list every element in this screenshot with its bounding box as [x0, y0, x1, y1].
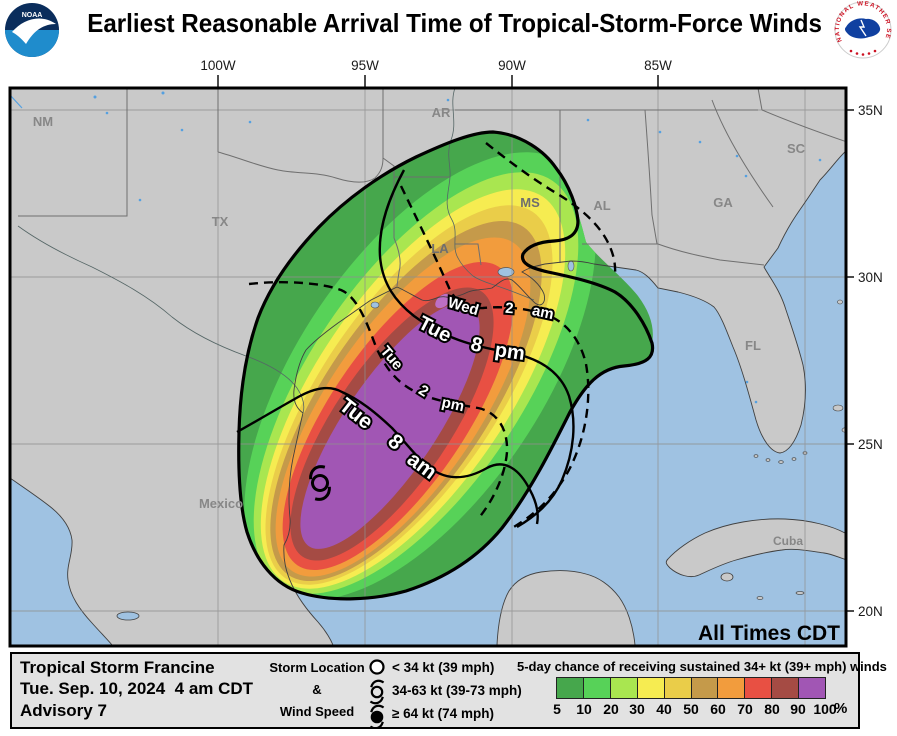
colorbar-unit: %	[834, 700, 848, 717]
state-label-ms: MS	[520, 195, 540, 210]
wind-speed-symbols	[369, 659, 385, 728]
tropical-storm-icon	[369, 679, 385, 705]
advisory-number: Advisory 7	[20, 701, 107, 720]
colorbar-tick: 50	[683, 701, 699, 717]
symbol-label-34-63: 34-63 kt (39-73 mph)	[392, 683, 522, 698]
state-label-tx: TX	[212, 214, 229, 229]
advisory-datetime: Tue. Sep. 10, 2024 4 am CDT	[20, 679, 254, 698]
disturbance-icon	[369, 659, 385, 675]
colorbar-tick: 5	[553, 701, 561, 717]
state-label-ga: GA	[713, 195, 733, 210]
svg-text:NATIONAL WEATHER SERVICE: NATIONAL WEATHER SERVICE	[0, 0, 892, 43]
state-borders	[18, 88, 846, 287]
lon-label: 85W	[644, 58, 672, 73]
arrival-word: pm	[493, 339, 526, 365]
symbol-heading-3: Wind Speed	[279, 704, 355, 719]
hurricane-icon	[369, 704, 385, 728]
nws-logo: NATIONAL WEATHER SERVICE	[0, 0, 892, 59]
lat-label: 30N	[858, 270, 883, 285]
lake-pontchartrain	[497, 267, 515, 277]
colorbar-seg	[582, 678, 610, 698]
isla-juventud	[720, 572, 734, 582]
isochrone-tue-2pm	[248, 281, 509, 520]
legend-panel: Tropical Storm Francine Tue. Sep. 10, 20…	[10, 652, 887, 729]
state-label-la: LA	[431, 241, 449, 256]
lat-label: 20N	[858, 604, 883, 619]
state-label-al: AL	[593, 198, 610, 213]
storm-name: Tropical Storm Francine	[20, 658, 215, 677]
colorbar-seg	[636, 678, 664, 698]
coastal-lagoon	[116, 611, 140, 621]
colorbar-tick: 90	[790, 701, 806, 717]
land-cuba	[665, 518, 846, 578]
land-north-america	[10, 88, 846, 645]
lon-label: 90W	[498, 58, 526, 73]
axis-labels: 100W 95W 90W 85W 35N 30N 25N 20N	[200, 58, 882, 619]
small-lakes	[93, 91, 822, 404]
river-nm	[10, 94, 23, 109]
colorbar-tick: 20	[603, 701, 619, 717]
probability-colorbar	[556, 677, 826, 699]
colorbar-seg	[609, 678, 637, 698]
arrival-word: 2	[505, 300, 515, 318]
symbol-heading-1: Storm Location	[269, 660, 365, 675]
colorbar-tick: 80	[764, 701, 780, 717]
colorbar-seg	[717, 678, 745, 698]
land-yucatan	[496, 570, 636, 646]
colorbar-tick: 70	[737, 701, 753, 717]
symbol-label-lt34: < 34 kt (39 mph)	[392, 660, 495, 675]
symbol-heading-2: &	[312, 682, 322, 697]
place-label-cuba: Cuba	[773, 534, 803, 548]
nws-ring-text: NATIONAL WEATHER SERVICE	[0, 0, 891, 43]
colorbar-seg	[771, 678, 799, 698]
colorbar-seg	[557, 678, 583, 698]
colorbar-seg	[690, 678, 718, 698]
colorbar-seg	[798, 678, 826, 698]
colorbar-tick: 40	[656, 701, 672, 717]
state-label-ar: AR	[432, 105, 451, 120]
colorbar-seg	[663, 678, 691, 698]
lon-label: 100W	[200, 58, 236, 73]
lat-label: 25N	[858, 437, 883, 452]
state-labels: NM TX AR LA MS AL GA SC FL Mexico Cuba	[33, 105, 806, 548]
noaa-logo: NOAA	[5, 3, 59, 57]
isochrone-tue-8am	[236, 386, 539, 525]
galveston-bay	[370, 301, 380, 309]
axis-ticks	[217, 75, 854, 612]
colorbar-tick: 30	[629, 701, 645, 717]
place-label-mexico: Mexico	[199, 496, 243, 511]
page-title: Earliest Reasonable Arrival Time of Trop…	[87, 8, 822, 38]
swath-outer-boundary	[237, 130, 655, 601]
scale-title: 5-day chance of receiving sustained 34+ …	[517, 659, 887, 674]
coastline	[283, 150, 846, 646]
lat-label: 35N	[858, 103, 883, 118]
mobile-bay	[567, 260, 575, 272]
all-times-note: All Times CDT	[698, 622, 840, 645]
isochrone-wed-2am	[399, 185, 590, 530]
arrival-isochrones	[236, 142, 617, 530]
colorbar-tick: 10	[576, 701, 592, 717]
lon-label: 95W	[351, 58, 379, 73]
symbol-label-ge64: ≥ 64 kt (74 mph)	[392, 706, 494, 721]
state-label-nm: NM	[33, 114, 53, 129]
colorbar-seg	[744, 678, 772, 698]
state-label-sc: SC	[787, 141, 806, 156]
noaa-logo-text: NOAA	[22, 12, 43, 19]
map-frame	[8, 86, 848, 648]
isochrone-unlabeled	[485, 142, 617, 275]
pacific-ocean	[10, 477, 113, 646]
colorbar-tick: 60	[710, 701, 726, 717]
state-label-fl: FL	[745, 338, 761, 353]
colorbar-tick: 100	[813, 701, 837, 717]
storm-location-icon	[309, 465, 331, 501]
